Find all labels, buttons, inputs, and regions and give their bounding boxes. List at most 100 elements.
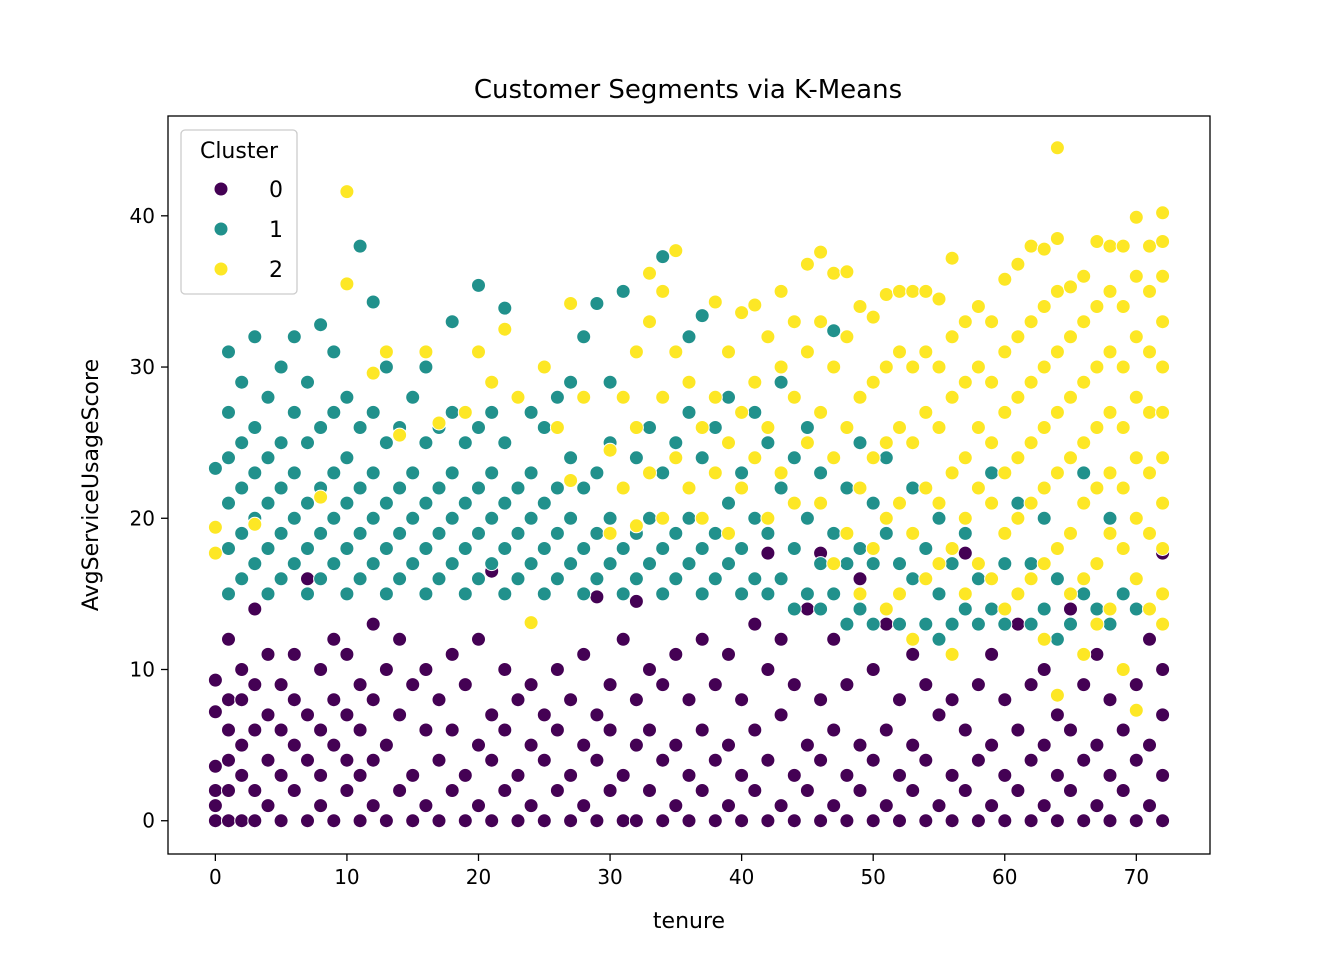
point-cluster-0 (549, 662, 565, 677)
point-cluster-2 (1063, 329, 1078, 345)
point-cluster-0 (484, 752, 500, 768)
point-cluster-1 (339, 450, 355, 466)
point-cluster-0 (707, 752, 723, 768)
point-cluster-0 (418, 798, 434, 814)
point-cluster-1 (457, 435, 473, 451)
point-cluster-0 (300, 571, 315, 587)
point-cluster-0 (957, 783, 973, 798)
point-cluster-1 (1023, 616, 1039, 632)
point-cluster-1 (997, 616, 1013, 632)
point-cluster-1 (799, 420, 815, 435)
point-cluster-0 (826, 798, 842, 814)
point-cluster-0 (576, 646, 592, 662)
point-cluster-1 (1076, 586, 1092, 602)
point-cluster-2 (1128, 329, 1144, 345)
point-cluster-0 (734, 692, 750, 708)
point-cluster-0 (602, 677, 618, 693)
point-cluster-0 (471, 798, 486, 814)
point-cluster-1 (615, 586, 631, 602)
point-cluster-2 (1063, 525, 1078, 541)
point-cluster-1 (313, 317, 329, 333)
point-cluster-1 (668, 525, 684, 541)
point-cluster-2 (431, 415, 447, 431)
point-cluster-1 (260, 586, 276, 602)
point-cluster-1 (734, 541, 750, 556)
point-cluster-2 (944, 329, 960, 345)
point-cluster-0 (247, 783, 263, 798)
x-tick-label: 40 (729, 865, 754, 889)
point-cluster-1 (326, 344, 342, 360)
point-cluster-2 (1102, 465, 1118, 481)
legend: Cluster 0 1 2 (180, 129, 298, 295)
point-cluster-0 (234, 767, 250, 783)
point-cluster-0 (1010, 722, 1026, 738)
point-cluster-0 (523, 798, 539, 814)
point-cluster-2 (865, 309, 881, 325)
y-tick-label: 0 (142, 809, 155, 833)
point-cluster-1 (378, 586, 394, 602)
point-cluster-1 (865, 556, 881, 572)
point-cluster-0 (852, 571, 868, 587)
point-cluster-1 (852, 435, 868, 451)
point-cluster-1 (576, 541, 592, 556)
point-cluster-1 (1089, 601, 1105, 617)
x-tick-label: 10 (334, 865, 359, 889)
point-cluster-1 (707, 420, 723, 435)
point-cluster-0 (813, 813, 829, 829)
x-tick-label: 30 (597, 865, 622, 889)
point-cluster-0 (444, 722, 460, 738)
point-cluster-1 (615, 283, 631, 299)
point-cluster-0 (286, 737, 302, 753)
point-cluster-0 (773, 631, 789, 647)
point-cluster-2 (734, 480, 750, 496)
point-cluster-0 (1036, 737, 1052, 753)
point-cluster-0 (839, 677, 855, 693)
point-cluster-2 (1142, 283, 1157, 299)
point-cluster-0 (760, 752, 776, 768)
point-cluster-2 (1023, 374, 1039, 390)
point-cluster-1 (326, 404, 342, 420)
point-cluster-0 (1128, 677, 1144, 693)
point-cluster-2 (247, 516, 263, 532)
point-cluster-2 (773, 465, 789, 481)
point-cluster-0 (747, 616, 763, 632)
point-cluster-1 (300, 435, 315, 451)
point-cluster-1 (536, 541, 552, 556)
point-cluster-1 (734, 586, 750, 602)
point-cluster-1 (352, 238, 368, 254)
point-cluster-2 (602, 442, 618, 458)
point-cluster-1 (826, 323, 842, 339)
point-cluster-2 (786, 495, 802, 511)
point-cluster-1 (378, 359, 394, 375)
point-cluster-2 (826, 556, 842, 572)
point-cluster-2 (563, 473, 579, 488)
point-cluster-2 (931, 420, 947, 435)
point-cluster-1 (576, 480, 592, 496)
point-cluster-0 (273, 813, 289, 829)
point-cluster-1 (642, 420, 657, 435)
y-axis-ticks: 0 10 20 30 40 (130, 204, 168, 833)
point-cluster-0 (878, 798, 894, 814)
point-cluster-1 (484, 510, 500, 526)
point-cluster-0 (799, 737, 815, 753)
point-cluster-1 (1076, 465, 1092, 481)
point-cluster-0 (905, 646, 921, 662)
point-cluster-1 (931, 586, 947, 602)
point-cluster-1 (260, 450, 276, 466)
point-cluster-2 (826, 265, 842, 281)
point-cluster-1 (944, 616, 960, 632)
point-cluster-0 (957, 722, 973, 738)
point-cluster-0 (1049, 813, 1065, 829)
point-cluster-2 (721, 344, 736, 360)
point-cluster-2 (905, 359, 921, 375)
y-tick-label: 20 (130, 506, 155, 530)
point-cluster-2 (944, 541, 960, 556)
point-cluster-0 (1076, 813, 1092, 829)
point-cluster-1 (642, 556, 657, 572)
point-cluster-2 (826, 359, 842, 375)
point-cluster-2 (799, 344, 815, 360)
point-cluster-0 (1089, 737, 1105, 753)
point-cluster-1 (365, 294, 381, 310)
point-cluster-0 (1049, 707, 1065, 723)
point-cluster-2 (892, 283, 907, 299)
